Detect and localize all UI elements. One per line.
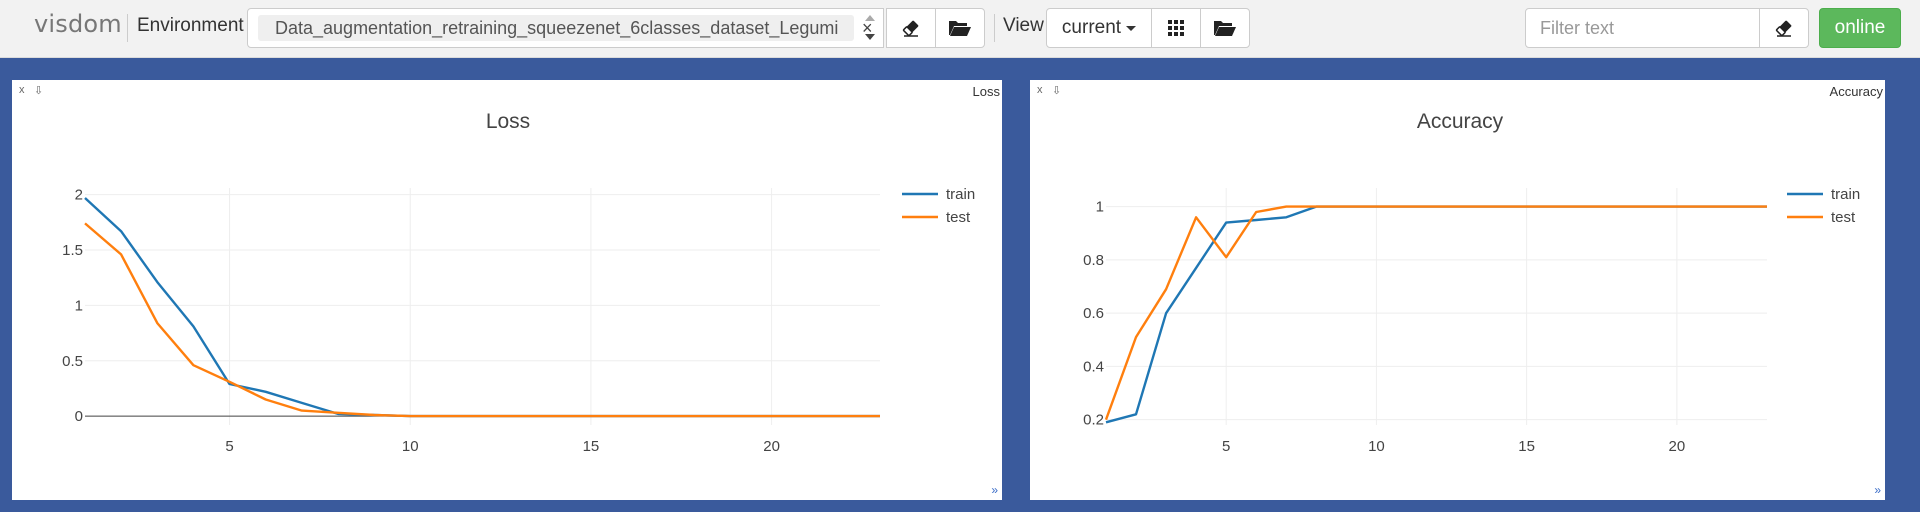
chart-title: Accuracy — [1417, 110, 1504, 133]
online-status-button[interactable]: online — [1819, 8, 1901, 48]
y-tick-label: 0.5 — [62, 353, 83, 370]
download-icon[interactable]: ⇩ — [1052, 85, 1062, 97]
y-tick-label: 0.6 — [1083, 305, 1104, 322]
x-tick-label: 15 — [583, 438, 600, 455]
x-tick-label: 10 — [1368, 438, 1385, 455]
y-tick-label: 2 — [75, 187, 83, 204]
download-icon[interactable]: ⇩ — [34, 85, 44, 97]
x-tick-label: 15 — [1518, 438, 1535, 455]
environment-select[interactable]: Data_augmentation_retraining_squeezenet_… — [247, 8, 884, 48]
chevron-up-icon[interactable] — [865, 15, 875, 21]
legend-label-train: train — [1831, 186, 1860, 203]
environment-chip-label: Data_augmentation_retraining_squeezenet_… — [275, 18, 839, 38]
y-tick-label: 1.5 — [62, 242, 83, 259]
brand-logo[interactable]: visdom — [34, 10, 122, 38]
y-tick-label: 0.8 — [1083, 252, 1104, 269]
loss-chart: 5 10 15 20 0 0.5 1 1.5 2 Loss train test — [62, 110, 975, 455]
view-select-value: current — [1061, 17, 1122, 38]
folder-open-icon — [949, 21, 971, 36]
manage-environments-button[interactable] — [935, 8, 985, 48]
manage-views-button[interactable] — [1200, 8, 1250, 48]
series-line-train — [1105, 205, 1767, 424]
y-tick-label: 0.4 — [1083, 358, 1104, 375]
pane-title: Accuracy — [1829, 84, 1883, 99]
y-tick-label: 0.2 — [1083, 412, 1104, 429]
legend-label-test: test — [946, 209, 971, 226]
resize-handle-icon[interactable]: » — [991, 483, 998, 497]
chevron-down-icon[interactable] — [865, 34, 875, 40]
resize-handle-icon[interactable]: » — [1874, 483, 1881, 497]
view-label: View — [1003, 15, 1044, 36]
series-line-test — [84, 222, 880, 418]
plot-pane-loss[interactable]: x ⇩ Loss 5 10 15 20 0 0.5 1 1.5 2 Loss train test » — [12, 80, 1002, 500]
x-tick-label: 20 — [1669, 438, 1686, 455]
x-tick-label: 5 — [225, 438, 233, 455]
series-line-train — [84, 197, 880, 418]
repack-layout-button[interactable] — [1151, 8, 1201, 48]
chart-title: Loss — [486, 110, 530, 133]
eraser-icon — [902, 20, 919, 37]
pane-title: Loss — [972, 84, 1000, 99]
environment-remove-icon[interactable]: × — [862, 18, 873, 38]
x-tick-label: 20 — [763, 438, 780, 455]
filter-input[interactable] — [1525, 8, 1760, 48]
series-line-test — [1104, 205, 1767, 421]
legend-label-train: train — [946, 186, 975, 203]
accuracy-chart: 5 10 15 20 0.2 0.4 0.6 0.8 1 Accuracy train test — [1083, 110, 1860, 455]
folder-open-icon — [1214, 21, 1236, 36]
close-pane-icon[interactable]: x — [19, 84, 25, 96]
y-tick-label: 0 — [75, 408, 83, 425]
y-tick-label: 1 — [1096, 199, 1104, 216]
clear-filter-button[interactable] — [1759, 8, 1809, 48]
caret-down-icon — [1126, 25, 1137, 31]
grid-icon — [1168, 20, 1184, 36]
x-tick-label: 10 — [402, 438, 419, 455]
x-tick-label: 5 — [1222, 438, 1230, 455]
plot-pane-accuracy[interactable]: x ⇩ Accuracy 5 10 15 20 0.2 0.4 0.6 0.8 1 Accurac… — [1030, 80, 1885, 500]
top-navbar: visdom Environment Data_augmentation_ret… — [0, 0, 1920, 58]
divider — [127, 14, 128, 42]
clear-environment-button[interactable] — [886, 8, 936, 48]
eraser-icon — [1775, 20, 1792, 37]
view-select[interactable]: current — [1046, 8, 1152, 48]
environment-chip[interactable]: Data_augmentation_retraining_squeezenet_… — [258, 15, 873, 41]
environment-scroll-arrows[interactable] — [862, 12, 880, 44]
divider — [994, 14, 995, 42]
environment-label: Environment — [137, 15, 244, 36]
close-pane-icon[interactable]: x — [1037, 84, 1043, 96]
legend-label-test: test — [1831, 209, 1856, 226]
y-tick-label: 1 — [75, 297, 83, 314]
